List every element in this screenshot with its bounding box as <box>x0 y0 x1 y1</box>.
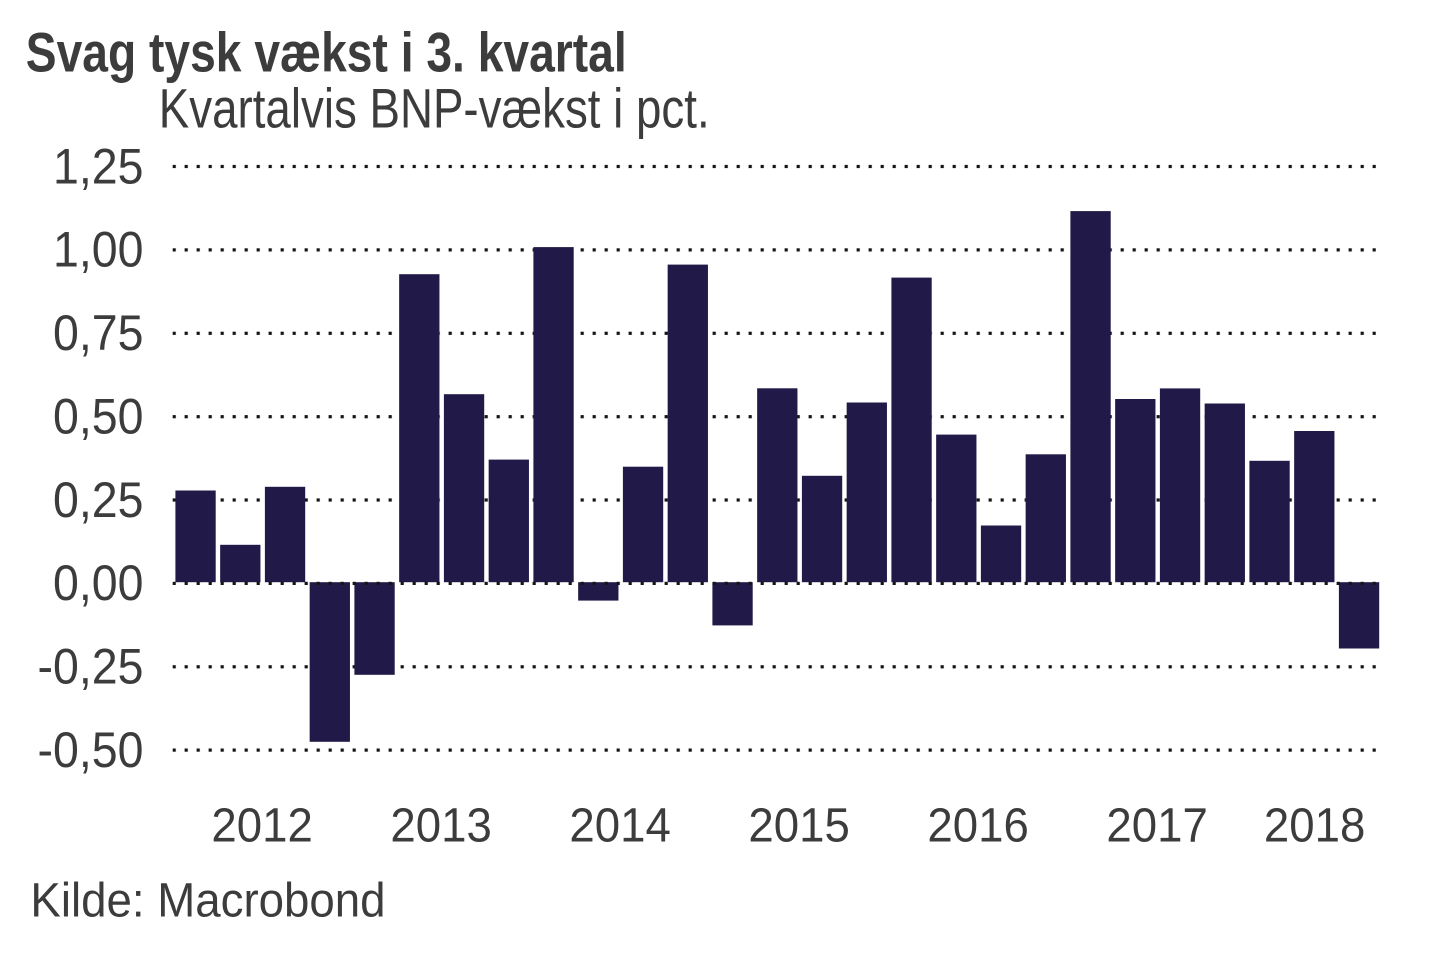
svg-text:2012: 2012 <box>211 798 312 851</box>
svg-text:2017: 2017 <box>1106 798 1207 851</box>
svg-text:-0,50: -0,50 <box>38 722 144 778</box>
svg-text:2013: 2013 <box>390 798 491 851</box>
svg-text:-0,25: -0,25 <box>38 639 144 695</box>
svg-text:Kvartalvis BNP-vækst i pct.: Kvartalvis BNP-vækst i pct. <box>159 77 710 139</box>
svg-text:1,00: 1,00 <box>53 222 143 278</box>
svg-text:0,50: 0,50 <box>53 389 143 445</box>
svg-text:2016: 2016 <box>927 798 1028 851</box>
svg-text:0,00: 0,00 <box>53 556 143 612</box>
svg-text:Kilde: Macrobond: Kilde: Macrobond <box>30 873 385 926</box>
svg-text:2014: 2014 <box>569 798 670 851</box>
svg-text:2018: 2018 <box>1264 798 1365 851</box>
svg-text:0,75: 0,75 <box>53 306 143 362</box>
svg-text:1,25: 1,25 <box>53 139 143 195</box>
svg-text:Svag tysk vækst i 3. kvartal: Svag tysk vækst i 3. kvartal <box>26 21 627 83</box>
svg-text:0,25: 0,25 <box>53 472 143 528</box>
svg-text:2015: 2015 <box>748 798 849 851</box>
